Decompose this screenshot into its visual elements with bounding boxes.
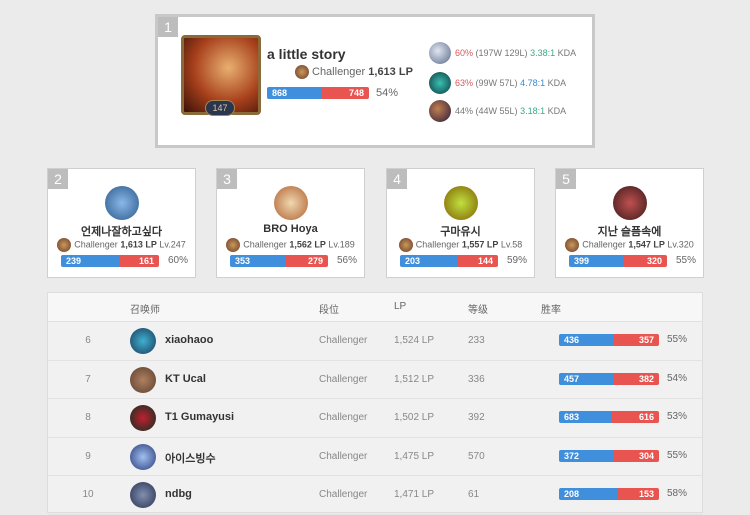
win-loss-bar: 353 279 (230, 255, 328, 267)
rank: 7 (85, 373, 91, 385)
ranked-card[interactable]: 4 구마유시 Challenger 1,557 LP Lv.58 203 144 … (386, 168, 535, 278)
winrate: 55% (676, 255, 697, 266)
lp: 1,475 LP (394, 450, 435, 462)
tier-info: Challenger 1,562 LP Lv.189 (217, 238, 364, 252)
level: 233 (468, 335, 485, 346)
ranked-card[interactable]: 3 BRO Hoya Challenger 1,562 LP Lv.189 35… (216, 168, 365, 278)
profile-icon (130, 443, 156, 470)
champion-icon (429, 72, 451, 94)
profile-icon (130, 405, 156, 431)
tier: Challenger (319, 450, 368, 462)
winrate: 56% (337, 255, 358, 266)
champion-stat: 60% (197W 129L) 3.38:1 KDA (429, 42, 576, 64)
win-loss-bar: 683 616 (559, 411, 659, 423)
summoner-name[interactable]: xiaohaoo (165, 334, 214, 346)
rank-badge: 1 (158, 17, 178, 37)
summoner-name[interactable]: 구마유시 (440, 226, 481, 238)
win-loss-bar: 457 382 (559, 372, 659, 385)
header-winrate: 胜率 (541, 305, 561, 316)
win-loss-bar: 203 144 (400, 255, 498, 267)
table-header: 召唤师 段位 LP 等级 胜率 (48, 293, 702, 322)
profile-icon (130, 328, 156, 354)
winrate: 54% (376, 87, 399, 99)
summoner-name[interactable]: a little story (267, 46, 346, 62)
tier-info: Challenger 1,613 LP Lv.247 (48, 238, 195, 252)
summoner-name[interactable]: 아이스빙수 (165, 452, 216, 465)
profile-icon (444, 186, 478, 220)
lp: 1,512 LP (394, 373, 435, 385)
rank: 9 (85, 450, 91, 462)
profile-icon (274, 186, 308, 220)
table-row[interactable]: 9 아이스빙수 Challenger 1,475 LP 570 372 304 5… (48, 438, 702, 476)
champion-stat: 63% (99W 57L) 4.78:1 KDA (429, 72, 566, 94)
header-level: 等级 (468, 305, 488, 316)
win-loss-bar: 399 320 (569, 255, 667, 267)
summoner-name[interactable]: ndbg (165, 488, 192, 500)
profile-icon (130, 482, 156, 508)
winrate: 58% (667, 488, 688, 499)
table-row[interactable]: 7 KT Ucal Challenger 1,512 LP 336 457 382… (48, 361, 702, 399)
table-row[interactable]: 8 T1 Gumayusi Challenger 1,502 LP 392 68… (48, 399, 702, 438)
lp: 1,502 LP (394, 412, 435, 423)
rank-badge: 4 (387, 169, 407, 189)
challenger-emblem-icon (57, 238, 72, 252)
header-tier: 段位 (319, 305, 339, 316)
profile-icon (105, 186, 139, 220)
tier: Challenger (319, 335, 368, 346)
rank-badge: 3 (217, 169, 237, 189)
level: 570 (468, 450, 485, 462)
top-ranked-card[interactable]: 1 147 a little story Challenger 1,613 LP… (155, 14, 595, 148)
level: 392 (468, 412, 485, 423)
summoner-name[interactable]: BRO Hoya (263, 223, 318, 235)
win-loss-bar: 239 161 (61, 255, 159, 267)
profile-icon (613, 186, 647, 220)
summoner-name[interactable]: 언제나잘하고싶다 (81, 226, 162, 238)
ranking-table: 召唤师 段位 LP 等级 胜率 6 xiaohaoo Challenger 1,… (47, 292, 703, 515)
winrate: 59% (507, 255, 528, 266)
winrate: 54% (667, 372, 688, 384)
tier: Challenger (319, 412, 368, 423)
winrate: 60% (168, 255, 189, 266)
header-lp: LP (394, 301, 407, 312)
tier: Challenger (319, 489, 368, 500)
rank-badge: 5 (556, 169, 576, 189)
header-summoner: 召唤师 (130, 305, 160, 316)
rank: 8 (85, 412, 91, 423)
challenger-emblem-icon (226, 238, 241, 252)
summoner-name[interactable]: T1 Gumayusi (165, 411, 235, 423)
summoner-name[interactable]: 지난 슬픔속에 (597, 226, 662, 238)
lp: 1,524 LP (394, 335, 435, 346)
challenger-emblem-icon (398, 238, 413, 252)
summoner-name[interactable]: KT Ucal (165, 372, 206, 385)
win-loss-bar: 868 748 (267, 87, 369, 99)
level-badge: 147 (205, 100, 235, 116)
win-loss-bar: 372 304 (559, 449, 659, 462)
profile-icon (130, 366, 156, 393)
ranked-card[interactable]: 2 언제나잘하고싶다 Challenger 1,613 LP Lv.247 23… (47, 168, 196, 278)
ranked-card[interactable]: 5 지난 슬픔속에 Challenger 1,547 LP Lv.320 399… (555, 168, 704, 278)
tier-info: Challenger 1,547 LP Lv.320 (556, 238, 703, 252)
challenger-emblem-icon (565, 238, 580, 252)
champion-stat: 44% (44W 55L) 3.18:1 KDA (429, 100, 566, 122)
tier-info: Challenger 1,613 LP (295, 65, 413, 79)
table-row[interactable]: 6 xiaohaoo Challenger 1,524 LP 233 436 35… (48, 322, 702, 361)
winrate: 55% (667, 334, 688, 345)
rank: 10 (82, 489, 94, 500)
level: 61 (468, 489, 480, 500)
level: 336 (468, 373, 485, 385)
champion-icon (429, 42, 451, 64)
champion-icon (429, 100, 451, 122)
tier-info: Challenger 1,557 LP Lv.58 (387, 238, 534, 252)
win-loss-bar: 436 357 (559, 334, 659, 346)
rank-badge: 2 (48, 169, 68, 189)
winrate: 53% (667, 411, 688, 422)
tier: Challenger (319, 373, 368, 385)
table-row[interactable]: 10 ndbg Challenger 1,471 LP 61 208 153 58… (48, 476, 702, 515)
winrate: 55% (667, 449, 688, 461)
challenger-emblem-icon (295, 65, 309, 79)
lp: 1,471 LP (394, 489, 435, 500)
win-loss-bar: 208 153 (559, 488, 659, 500)
rank: 6 (85, 335, 91, 346)
